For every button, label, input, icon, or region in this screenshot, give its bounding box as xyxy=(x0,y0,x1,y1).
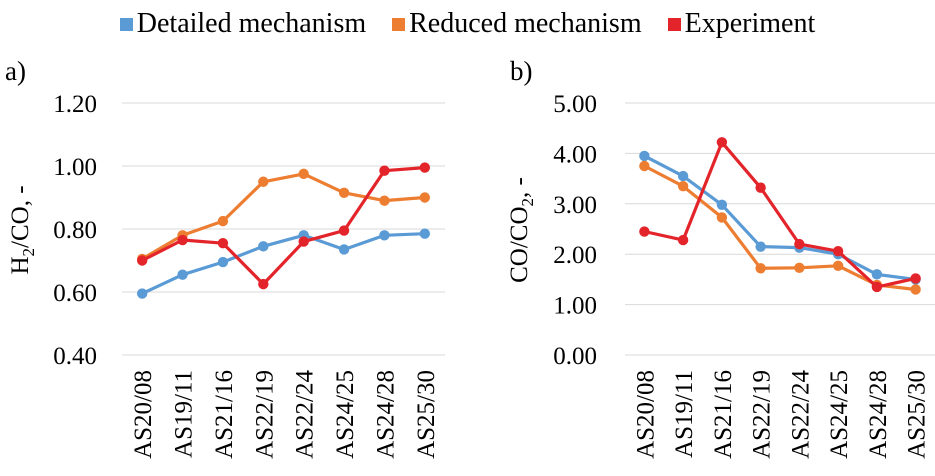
series-1 xyxy=(136,228,431,299)
data-point xyxy=(832,245,844,257)
data-point xyxy=(716,199,728,211)
x-tick-label: AS20/08 xyxy=(632,370,659,459)
x-tick-label: AS22/19 xyxy=(251,370,278,459)
y-tick-label: 5.00 xyxy=(553,91,597,118)
x-tick-label: AS24/25 xyxy=(826,370,853,459)
data-point xyxy=(910,284,921,295)
data-point xyxy=(136,288,148,299)
y-axis-label: H2/CO, - xyxy=(7,185,38,274)
legend-label-detailed: Detailed mechanism xyxy=(136,8,367,39)
panel-label: b) xyxy=(510,56,533,86)
x-tick-label: AS22/19 xyxy=(749,370,776,459)
data-point xyxy=(910,273,921,284)
data-point xyxy=(794,238,805,250)
chart-panel-2: b) 0.00 1.00 2.00 3.00 4.00 5.00 CO/CO2, - AS20/… xyxy=(506,56,935,459)
chart-panel-1: a) 0.40 0.60 0.80 1.00 1.20 H2/CO, - AS20/08 AS1… xyxy=(5,56,445,459)
data-point xyxy=(639,150,650,162)
data-point xyxy=(755,241,766,252)
x-tick-label: AS21/16 xyxy=(710,370,737,459)
y-tick-label: 0.80 xyxy=(53,217,97,244)
data-point xyxy=(677,234,689,246)
data-point xyxy=(258,241,269,252)
y-tick-label: 2.00 xyxy=(553,242,597,269)
data-point xyxy=(258,278,269,290)
series-line xyxy=(642,140,918,289)
y-tick-label: 1.00 xyxy=(53,154,97,181)
data-point xyxy=(639,226,650,237)
data-point xyxy=(177,234,188,246)
data-point xyxy=(419,228,431,239)
legend-label-experiment: Experiment xyxy=(684,8,816,39)
series-2 xyxy=(136,168,431,265)
data-point xyxy=(298,168,309,180)
data-point xyxy=(379,230,390,241)
data-point xyxy=(177,269,188,280)
series-3 xyxy=(136,162,431,290)
panel-label: a) xyxy=(5,56,26,86)
legend-swatch-reduced xyxy=(392,17,406,31)
x-tick-label: AS22/24 xyxy=(292,370,319,459)
x-tick-label: AS25/30 xyxy=(413,370,440,459)
data-point xyxy=(755,263,766,274)
x-tick-label: AS22/24 xyxy=(787,370,814,459)
data-point xyxy=(258,176,269,187)
series-line xyxy=(642,154,918,281)
y-tick-label: 1.20 xyxy=(53,91,97,118)
data-point xyxy=(338,225,350,236)
data-point xyxy=(338,187,350,198)
data-point xyxy=(639,160,650,172)
series-line xyxy=(140,166,427,286)
data-point xyxy=(298,236,309,247)
data-point xyxy=(794,262,805,274)
data-point xyxy=(832,260,844,271)
legend-item-reduced: Reduced mechanism xyxy=(392,8,642,40)
legend-swatch-detailed xyxy=(119,17,133,31)
data-point xyxy=(677,180,689,192)
chart-legend: Detailed mechanism Reduced mechanism Exp… xyxy=(0,6,935,42)
y-tick-label: 0.00 xyxy=(553,343,597,370)
data-point xyxy=(217,256,229,268)
data-point xyxy=(379,195,390,206)
data-point xyxy=(755,182,766,193)
x-tick-label: AS24/25 xyxy=(332,370,359,459)
data-point xyxy=(419,192,431,203)
data-point xyxy=(871,281,883,293)
legend-item-detailed: Detailed mechanism xyxy=(119,8,367,40)
legend-label-reduced: Reduced mechanism xyxy=(409,8,642,39)
data-point xyxy=(871,269,883,280)
x-tick-label: AS24/28 xyxy=(372,370,399,459)
legend-swatch-experiment xyxy=(667,17,681,31)
data-point xyxy=(379,165,390,176)
data-point xyxy=(716,137,728,148)
data-point xyxy=(677,170,689,182)
series-line xyxy=(140,172,427,261)
x-tick-label: AS19/11 xyxy=(671,370,698,458)
y-tick-label: 3.00 xyxy=(553,192,597,219)
y-tick-label: 1.00 xyxy=(553,293,597,320)
x-tick-label: AS20/08 xyxy=(130,370,157,459)
data-point xyxy=(716,212,728,223)
y-axis-label: CO/CO2, - xyxy=(506,177,537,283)
series-3 xyxy=(639,137,921,293)
x-tick-label: AS21/16 xyxy=(211,370,238,459)
data-point xyxy=(419,162,431,173)
y-tick-label: 0.40 xyxy=(53,343,97,370)
x-tick-label: AS19/11 xyxy=(171,370,198,458)
x-tick-label: AS25/30 xyxy=(904,370,931,459)
data-point xyxy=(136,255,148,266)
data-point xyxy=(217,237,229,249)
legend-item-experiment: Experiment xyxy=(667,8,816,40)
y-tick-label: 4.00 xyxy=(553,141,597,168)
data-point xyxy=(338,244,350,255)
data-point xyxy=(217,215,229,227)
y-tick-label: 0.60 xyxy=(53,280,97,307)
x-tick-label: AS24/28 xyxy=(865,370,892,459)
series-line xyxy=(140,232,427,296)
